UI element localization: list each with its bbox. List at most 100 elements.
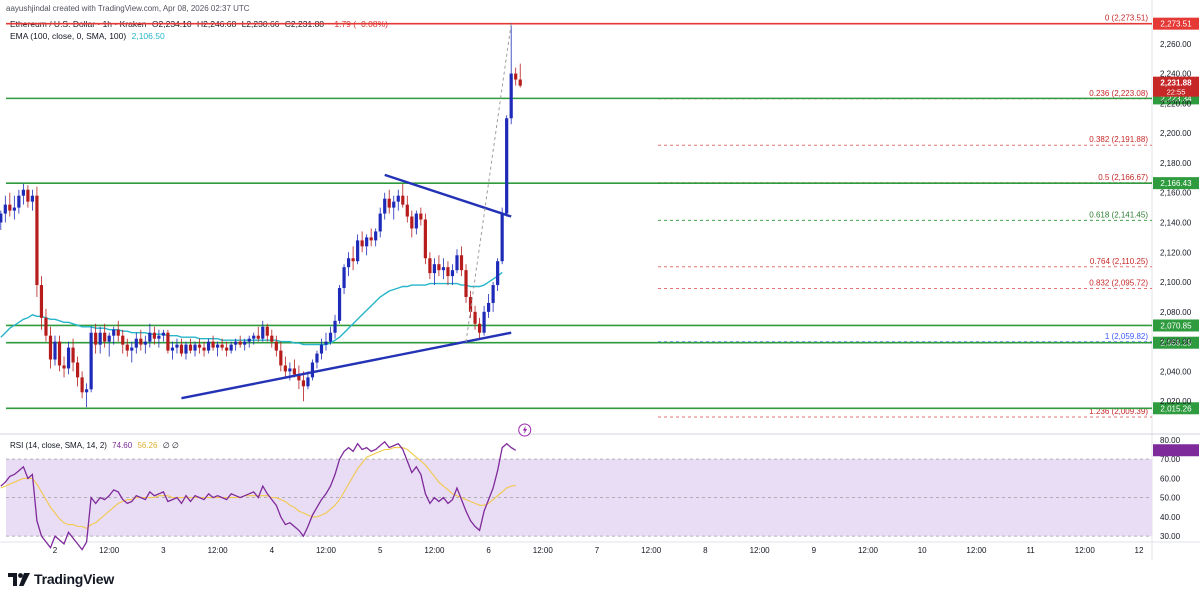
ema-label: EMA (100, close, 0, SMA, 100) — [10, 31, 127, 41]
candle-body — [157, 335, 161, 339]
candle-body — [414, 213, 418, 229]
candle — [514, 67, 518, 86]
price-axis-tick: 2,020.00 — [1160, 397, 1192, 406]
price-axis-tick: 2,200.00 — [1160, 129, 1192, 138]
candle-body — [252, 335, 256, 339]
candle — [197, 338, 202, 354]
candle — [337, 285, 342, 324]
candle-body — [274, 341, 278, 351]
candle — [360, 231, 364, 253]
candle-body — [265, 326, 269, 336]
rsi-label: RSI (14, close, SMA, 14, 2) — [10, 441, 107, 450]
candle-body — [225, 347, 229, 351]
price-line-tag-label: 2,273.51 — [1160, 20, 1192, 29]
candle-body — [44, 317, 48, 336]
ema-line[interactable] — [0, 271, 503, 346]
time-axis-tick: 12 — [1135, 546, 1144, 555]
candle — [446, 261, 450, 286]
candle-body — [94, 332, 98, 345]
candle-body — [66, 347, 71, 369]
candle — [346, 252, 351, 277]
candle — [509, 23, 513, 125]
candle-body — [292, 368, 296, 375]
candle — [473, 305, 477, 330]
candle-body — [473, 311, 477, 324]
candle — [496, 258, 500, 292]
time-axis-tick: 12:00 — [750, 546, 771, 555]
candle-body — [0, 213, 3, 223]
price-axis-tick: 2,060.00 — [1160, 338, 1192, 347]
candle-body — [482, 311, 486, 333]
countdown-label: 22:55 — [1167, 88, 1186, 97]
candle — [292, 359, 296, 378]
candle-body — [369, 237, 373, 241]
candle — [369, 228, 373, 247]
candle — [48, 326, 53, 369]
price-axis-tick: 2,180.00 — [1160, 159, 1192, 168]
candle-body — [514, 73, 518, 80]
time-axis-tick: 12:00 — [1075, 546, 1096, 555]
candle — [107, 332, 111, 357]
candle-body — [441, 267, 446, 271]
candle-body — [270, 335, 274, 342]
candle-body — [351, 258, 355, 262]
candle — [437, 255, 441, 277]
candle — [66, 341, 71, 375]
candle — [256, 326, 260, 342]
candle-body — [256, 335, 260, 339]
candle-body — [455, 255, 459, 271]
candle-body — [170, 347, 175, 351]
rsi-ma-line[interactable] — [0, 447, 516, 530]
price-axis-tick: 2,040.00 — [1160, 367, 1192, 376]
candle — [274, 335, 278, 357]
candle — [184, 341, 188, 360]
candle — [98, 326, 102, 354]
candle — [518, 63, 522, 88]
candle — [130, 341, 134, 363]
time-axis-tick: 12:00 — [641, 546, 662, 555]
price-axis-tick: 2,100.00 — [1160, 278, 1192, 287]
candle-body — [139, 338, 143, 345]
candle-body — [319, 344, 324, 354]
time-axis-tick: 7 — [595, 546, 600, 555]
candle-body — [216, 344, 220, 348]
time-axis-tick: 10 — [918, 546, 927, 555]
candle-body — [206, 341, 211, 351]
candle — [0, 210, 3, 230]
candle-body — [166, 332, 170, 351]
candle-body — [288, 368, 292, 372]
time-axis-tick: 12:00 — [316, 546, 337, 555]
candle-body — [487, 302, 491, 312]
candle — [243, 338, 247, 351]
candle — [301, 371, 306, 402]
candle — [374, 228, 378, 247]
rsi-line[interactable] — [0, 440, 517, 551]
candle-body — [432, 264, 436, 274]
candle — [283, 356, 287, 378]
candle-body — [500, 213, 504, 262]
time-axis-tick: 5 — [378, 546, 383, 555]
candle-body — [234, 341, 238, 345]
candle — [310, 359, 315, 381]
trendline[interactable] — [181, 331, 512, 400]
candle — [44, 308, 48, 342]
candle-body — [396, 195, 400, 202]
candle-body — [437, 264, 441, 271]
candle — [419, 207, 423, 226]
candle-body — [197, 344, 202, 348]
candle — [202, 341, 206, 357]
candle-body — [310, 362, 315, 378]
candle-body — [8, 204, 12, 211]
candle-body — [450, 270, 455, 277]
candle — [112, 326, 116, 345]
rsi-legend[interactable]: RSI (14, close, SMA, 14, 2) 74.60 56.26 … — [10, 441, 182, 450]
candle — [378, 207, 382, 238]
price-axis-tick: 2,220.00 — [1160, 99, 1192, 108]
ema-legend[interactable]: EMA (100, close, 0, SMA, 100) 2,106.50 — [10, 31, 168, 41]
candle-body — [26, 189, 30, 202]
candle — [125, 338, 129, 357]
trendline[interactable] — [384, 173, 512, 218]
candle-body — [446, 267, 450, 277]
candle-body — [509, 73, 513, 119]
